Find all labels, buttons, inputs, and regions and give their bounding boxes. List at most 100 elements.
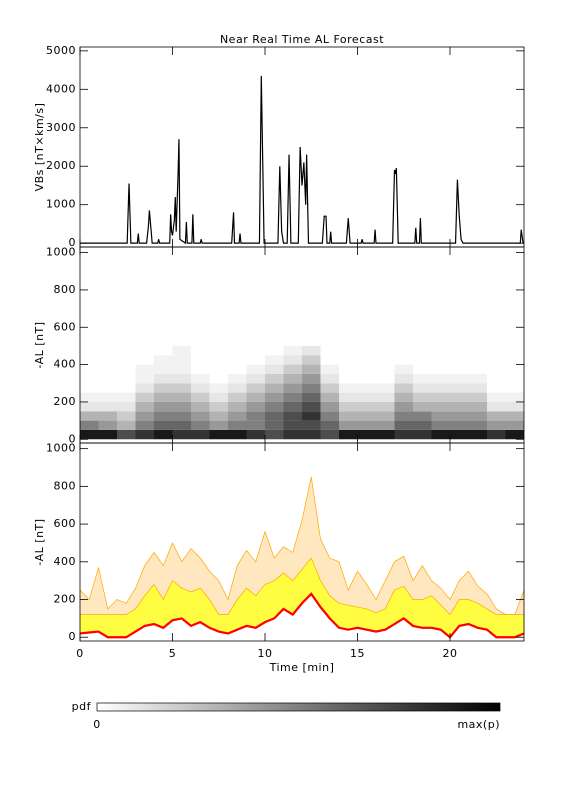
y-tick-label: 200 — [54, 593, 77, 606]
pdf-cell — [468, 420, 487, 430]
pdf-cell — [154, 355, 173, 365]
pdf-cell — [487, 364, 506, 374]
pdf-cell — [228, 373, 247, 384]
pdf-cell — [302, 392, 321, 402]
pdf-cell — [283, 411, 302, 421]
pdf-cell — [117, 364, 136, 374]
pdf-cell — [191, 411, 210, 421]
pdf-cell — [505, 401, 524, 412]
pdf-cell — [413, 364, 432, 374]
pdf-cell — [135, 373, 154, 384]
pdf-cell — [431, 364, 450, 374]
pdf-cell — [413, 345, 432, 356]
pdf-cell — [80, 364, 99, 374]
chart-title: Near Real Time AL Forecast — [220, 33, 384, 46]
pdf-cell — [339, 345, 358, 356]
pdf-cell — [209, 411, 228, 421]
pdf-cell — [117, 383, 136, 393]
pdf-cell — [302, 429, 321, 440]
x-tick-label: 0 — [76, 647, 84, 660]
pdf-cell — [357, 383, 376, 393]
pdf-cell — [320, 411, 339, 421]
pdf-cell — [80, 392, 99, 402]
pdf-cell — [468, 429, 487, 440]
pdf-cell — [394, 401, 413, 412]
pdf-cell — [394, 392, 413, 402]
pdf-cell — [283, 392, 302, 402]
pdf-cell — [320, 345, 339, 356]
plot-frame — [79, 442, 525, 642]
pdf-cell — [246, 345, 265, 356]
vbs-line — [80, 75, 524, 245]
pdf-cell — [80, 355, 99, 365]
pdf-cell — [487, 373, 506, 384]
pdf-cell — [191, 420, 210, 430]
pdf-cell — [172, 392, 191, 402]
pdf-cell — [376, 429, 395, 440]
pdf-cell — [394, 355, 413, 365]
pdf-cell — [505, 364, 524, 374]
pdf-cell — [505, 383, 524, 393]
pdf-cell — [135, 392, 154, 402]
pdf-cell — [246, 420, 265, 430]
pdf-cell — [80, 420, 99, 430]
pdf-cell — [154, 364, 173, 374]
pdf-cell — [320, 355, 339, 365]
pdf-cell — [283, 355, 302, 365]
pdf-cell — [302, 411, 321, 421]
x-tick-label: 15 — [350, 647, 365, 660]
pdf-cell — [172, 383, 191, 393]
pdf-cell — [80, 401, 99, 412]
pdf-cell — [283, 401, 302, 412]
pdf-cell — [376, 364, 395, 374]
pdf-cell — [320, 373, 339, 384]
pdf-cell — [376, 355, 395, 365]
pdf-cell — [394, 373, 413, 384]
pdf-cell — [394, 411, 413, 421]
pdf-cell — [228, 345, 247, 356]
pdf-cell — [172, 345, 191, 356]
pdf-cell — [431, 392, 450, 402]
pdf-cell — [376, 420, 395, 430]
pdf-cell — [339, 392, 358, 402]
pdf-cell — [98, 411, 117, 421]
pdf-cell — [339, 355, 358, 365]
pdf-cell — [135, 355, 154, 365]
pdf-cell — [265, 345, 284, 356]
y-axis-label: VBs [nT×km/s] — [33, 103, 46, 192]
pdf-cell — [357, 429, 376, 440]
pdf-cell — [135, 411, 154, 421]
colorbar-min: 0 — [93, 718, 101, 731]
pdf-cell — [228, 420, 247, 430]
pdf-cell — [505, 345, 524, 356]
y-tick-label: 0 — [69, 630, 77, 643]
pdf-cell — [117, 355, 136, 365]
pdf-cell — [302, 373, 321, 384]
pdf-cell — [468, 401, 487, 412]
pdf-cell — [265, 373, 284, 384]
pdf-cell — [265, 420, 284, 430]
pdf-cell — [339, 420, 358, 430]
pdf-cell — [431, 345, 450, 356]
pdf-cell — [228, 355, 247, 365]
pdf-cell — [117, 429, 136, 440]
pdf-cell — [413, 420, 432, 430]
pdf-cell — [357, 420, 376, 430]
pdf-cell — [468, 364, 487, 374]
pdf-cell — [117, 420, 136, 430]
y-tick-label: 0 — [69, 236, 77, 249]
pdf-cell — [209, 383, 228, 393]
pdf-cell — [339, 401, 358, 412]
pdf-cell — [117, 401, 136, 412]
pdf-cell — [431, 373, 450, 384]
y-tick-label: 800 — [54, 283, 77, 296]
pdf-cell — [376, 411, 395, 421]
pdf-cell — [302, 345, 321, 356]
pdf-cell — [450, 411, 469, 421]
y-tick-label: 400 — [54, 555, 77, 568]
pdf-cell — [357, 392, 376, 402]
plot-frame — [79, 46, 525, 248]
pdf-cell — [80, 383, 99, 393]
pdf-cell — [339, 411, 358, 421]
